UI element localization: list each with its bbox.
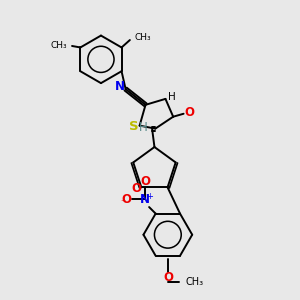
Text: O: O	[140, 175, 150, 188]
Text: CH₃: CH₃	[186, 277, 204, 287]
Text: S: S	[129, 120, 139, 133]
Text: O: O	[184, 106, 194, 119]
Text: N: N	[140, 193, 150, 206]
Text: O: O	[131, 182, 141, 195]
Text: N: N	[115, 80, 125, 93]
Text: O: O	[164, 271, 173, 284]
Text: +: +	[147, 192, 153, 201]
Text: CH₃: CH₃	[50, 41, 67, 50]
Text: CH₃: CH₃	[134, 33, 151, 42]
Text: ⁻: ⁻	[120, 198, 125, 208]
Text: H: H	[168, 92, 176, 101]
Text: H: H	[139, 121, 148, 134]
Text: O: O	[122, 193, 132, 206]
